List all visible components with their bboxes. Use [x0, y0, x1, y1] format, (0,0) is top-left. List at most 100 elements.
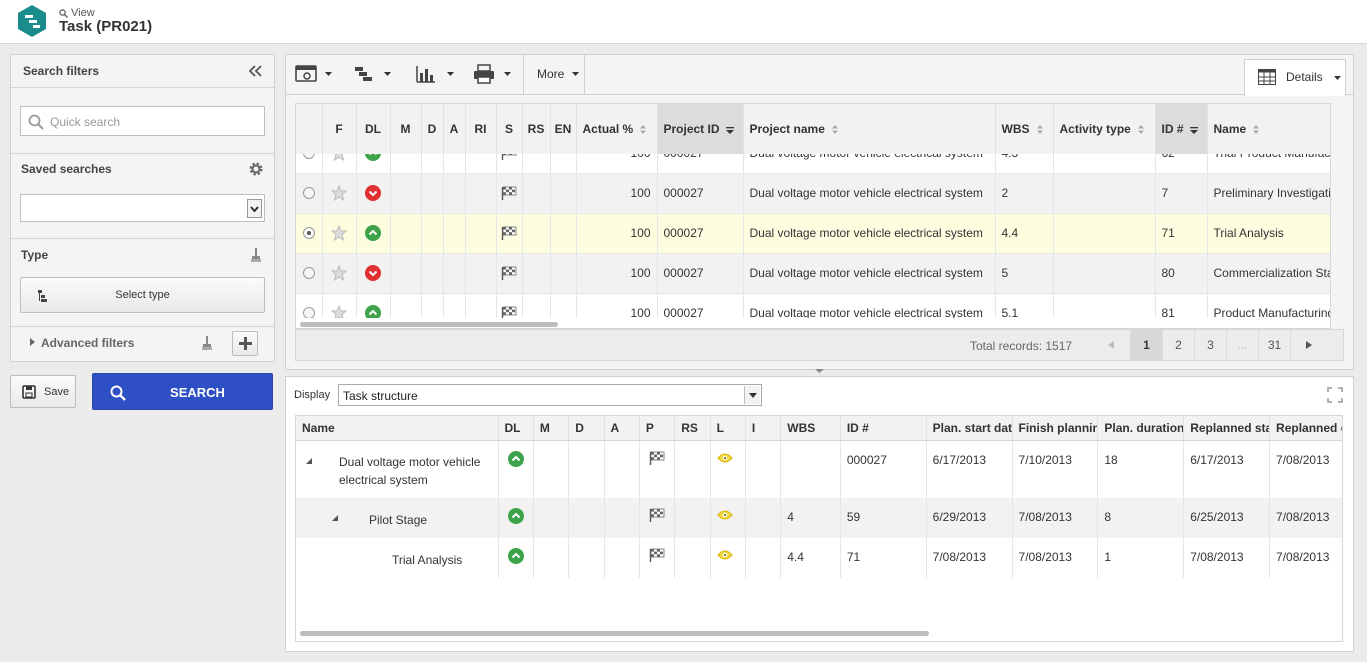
column-header[interactable]: Name — [1207, 104, 1330, 154]
tree-node-name[interactable]: Pilot Stage — [369, 510, 492, 529]
tree-column-header[interactable]: Plan. duration — [1097, 416, 1185, 441]
column-header[interactable]: WBS — [995, 104, 1054, 154]
next-page-icon[interactable] — [1290, 330, 1327, 360]
tree-node-name[interactable]: Dual voltage motor vehicle electrical sys… — [339, 453, 492, 489]
favorite-cell[interactable] — [322, 213, 357, 254]
collapse-arrow-icon[interactable] — [306, 457, 312, 464]
page-button[interactable]: 31 — [1258, 330, 1290, 360]
select-cell[interactable] — [296, 173, 323, 214]
saved-searches-select[interactable] — [20, 194, 265, 222]
row-radio[interactable] — [302, 154, 315, 159]
eye-icon[interactable] — [716, 453, 739, 463]
page-button[interactable]: 1 — [1130, 330, 1162, 360]
splitter-handle[interactable] — [803, 369, 836, 374]
favorite-cell[interactable] — [322, 293, 357, 318]
sort-desc-icon[interactable] — [725, 126, 734, 134]
column-header[interactable]: RI — [465, 104, 497, 154]
tree-column-header[interactable]: A — [604, 416, 640, 441]
tree-column-header[interactable]: P — [639, 416, 676, 441]
tree-column-header[interactable]: DL — [498, 416, 534, 441]
save-button[interactable]: Save — [10, 375, 76, 408]
print-button[interactable] — [473, 64, 511, 84]
collapse-arrow-icon[interactable] — [332, 515, 338, 521]
tree-column-header[interactable]: Replanned sta — [1183, 416, 1271, 441]
sort-desc-icon[interactable] — [1189, 126, 1198, 134]
column-header[interactable]: EN — [550, 104, 577, 154]
sort-icon[interactable] — [1036, 125, 1044, 135]
page-button[interactable]: 3 — [1194, 330, 1226, 360]
tree-column-header[interactable]: Replanned en — [1269, 416, 1342, 441]
gear-icon[interactable] — [248, 161, 264, 177]
column-header[interactable]: Project ID — [657, 104, 744, 154]
sort-icon[interactable] — [1137, 125, 1145, 135]
favorite-cell[interactable] — [322, 154, 357, 174]
more-button[interactable]: More — [537, 67, 580, 81]
tree-column-header[interactable]: RS — [674, 416, 711, 441]
column-header[interactable]: Actual % — [576, 104, 658, 154]
column-header[interactable]: F — [322, 104, 357, 154]
select-cell[interactable] — [296, 253, 323, 294]
advanced-filters-label[interactable]: Advanced filters — [41, 336, 135, 350]
clear-filter-icon[interactable] — [250, 247, 262, 263]
column-header[interactable]: Activity type — [1053, 104, 1156, 154]
search-button[interactable]: SEARCH — [92, 373, 273, 410]
row-radio[interactable] — [302, 227, 315, 239]
column-header[interactable]: D — [421, 104, 444, 154]
eye-icon[interactable] — [716, 550, 739, 560]
column-header[interactable]: RS — [522, 104, 551, 154]
prev-page-icon[interactable] — [1092, 330, 1130, 360]
select-cell[interactable] — [296, 154, 323, 174]
tree-column-header[interactable]: Name — [296, 416, 499, 441]
row-radio[interactable] — [302, 307, 315, 318]
tree-column-header[interactable]: ID # — [840, 416, 927, 441]
column-header[interactable]: S — [496, 104, 523, 154]
sort-icon[interactable] — [639, 125, 647, 135]
fullscreen-icon[interactable] — [1327, 387, 1343, 403]
tree-column-header[interactable]: WBS — [780, 416, 841, 441]
star-icon[interactable] — [323, 265, 356, 281]
structure-button[interactable] — [354, 66, 391, 82]
clear-advanced-icon[interactable] — [201, 335, 213, 351]
star-icon[interactable] — [323, 225, 356, 241]
sort-icon[interactable] — [831, 125, 839, 135]
tree-column-header[interactable]: D — [568, 416, 605, 441]
favorite-cell[interactable] — [322, 253, 357, 294]
select-cell[interactable] — [296, 213, 323, 254]
favorite-cell[interactable] — [322, 173, 357, 214]
view-mode-button[interactable] — [295, 65, 332, 83]
tree-row[interactable]: Trial Analysis 4.4 71 7/08/2013 7/08/2013 1 7/… — [296, 538, 1342, 578]
star-icon[interactable] — [323, 305, 356, 318]
star-icon[interactable] — [323, 185, 356, 201]
expand-arrow-icon[interactable] — [30, 338, 35, 346]
add-filter-button[interactable] — [232, 331, 258, 356]
sort-icon[interactable] — [1252, 125, 1260, 135]
tree-column-header[interactable]: Plan. start dat — [926, 416, 1013, 441]
horizontal-scrollbar[interactable] — [300, 631, 929, 636]
tree-column-header[interactable]: Finish plannin — [1012, 416, 1099, 441]
chart-button[interactable] — [416, 65, 454, 83]
collapse-panel-icon[interactable] — [249, 65, 263, 77]
details-tab[interactable]: Details — [1244, 59, 1346, 96]
horizontal-scrollbar[interactable] — [300, 322, 558, 327]
select-type-button[interactable]: Select type — [20, 277, 265, 313]
page-button[interactable]: ... — [1226, 330, 1258, 360]
app-logo[interactable] — [16, 4, 48, 38]
tree-row[interactable]: Pilot Stage 4 59 6/29/2013 7/08/2013 8 6/25/20… — [296, 498, 1342, 538]
row-radio[interactable] — [302, 267, 315, 279]
tree-row[interactable]: Dual voltage motor vehicle electrical sys… — [296, 440, 1342, 498]
tree-column-header[interactable]: M — [533, 416, 570, 441]
column-header[interactable]: M — [390, 104, 422, 154]
quick-search-input[interactable]: Quick search — [20, 106, 265, 136]
display-select[interactable]: Task structure — [338, 384, 762, 406]
select-cell[interactable] — [296, 293, 323, 318]
tree-column-header[interactable]: I — [745, 416, 782, 441]
tree-node-name[interactable]: Trial Analysis — [392, 550, 492, 569]
row-radio[interactable] — [302, 187, 315, 199]
star-icon[interactable] — [323, 154, 356, 161]
tree-column-header[interactable]: L — [710, 416, 746, 441]
column-header[interactable]: ID # — [1155, 104, 1208, 154]
